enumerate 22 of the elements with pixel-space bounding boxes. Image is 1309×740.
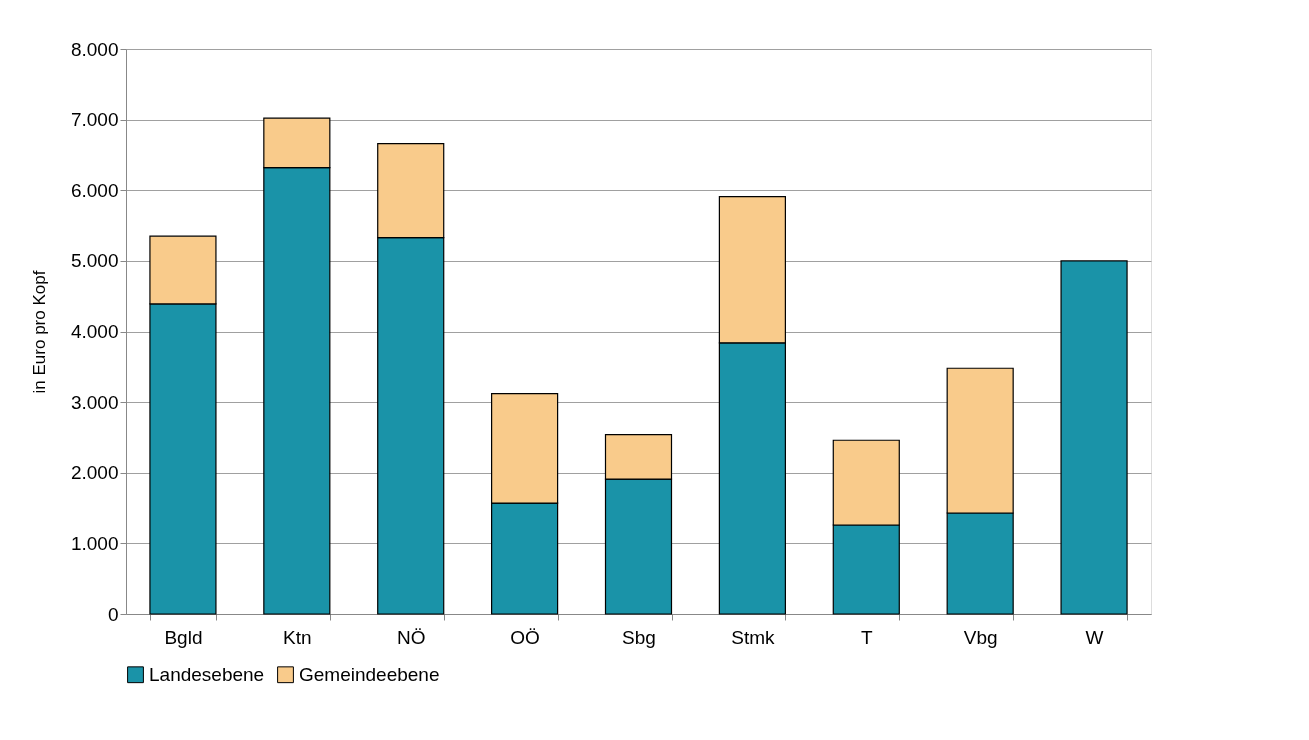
x-tick-label: Sbg — [622, 626, 656, 648]
x-tick-label: Ktn — [283, 626, 312, 648]
y-tick-label: 0 — [107, 603, 119, 625]
x-tick-label: Vbg — [963, 626, 998, 648]
bar — [1060, 260, 1128, 615]
y-axis-title: in Euro pro Kopf — [29, 270, 49, 394]
x-tick-label: NÖ — [396, 626, 426, 648]
y-tick-label: 5.000 — [70, 250, 119, 272]
y-tick-label: 8.000 — [70, 38, 119, 60]
y-tick-label: 7.000 — [70, 109, 119, 131]
x-tick-label: Bgld — [164, 626, 203, 648]
x-tick-label: W — [1085, 626, 1104, 648]
x-tick-label: T — [860, 626, 873, 648]
y-tick-label: 3.000 — [70, 391, 119, 413]
legend-label: Landesebene — [149, 663, 265, 685]
y-tick-label: 6.000 — [70, 179, 119, 201]
y-tick-label: 1.000 — [70, 532, 119, 554]
y-tick-label: 4.000 — [70, 321, 119, 342]
x-tick-label: OÖ — [510, 626, 540, 648]
y-tick-label: 2.000 — [70, 462, 119, 484]
legend-label: Gemeindeebene — [299, 663, 440, 685]
x-tick-label: Stmk — [731, 626, 776, 648]
